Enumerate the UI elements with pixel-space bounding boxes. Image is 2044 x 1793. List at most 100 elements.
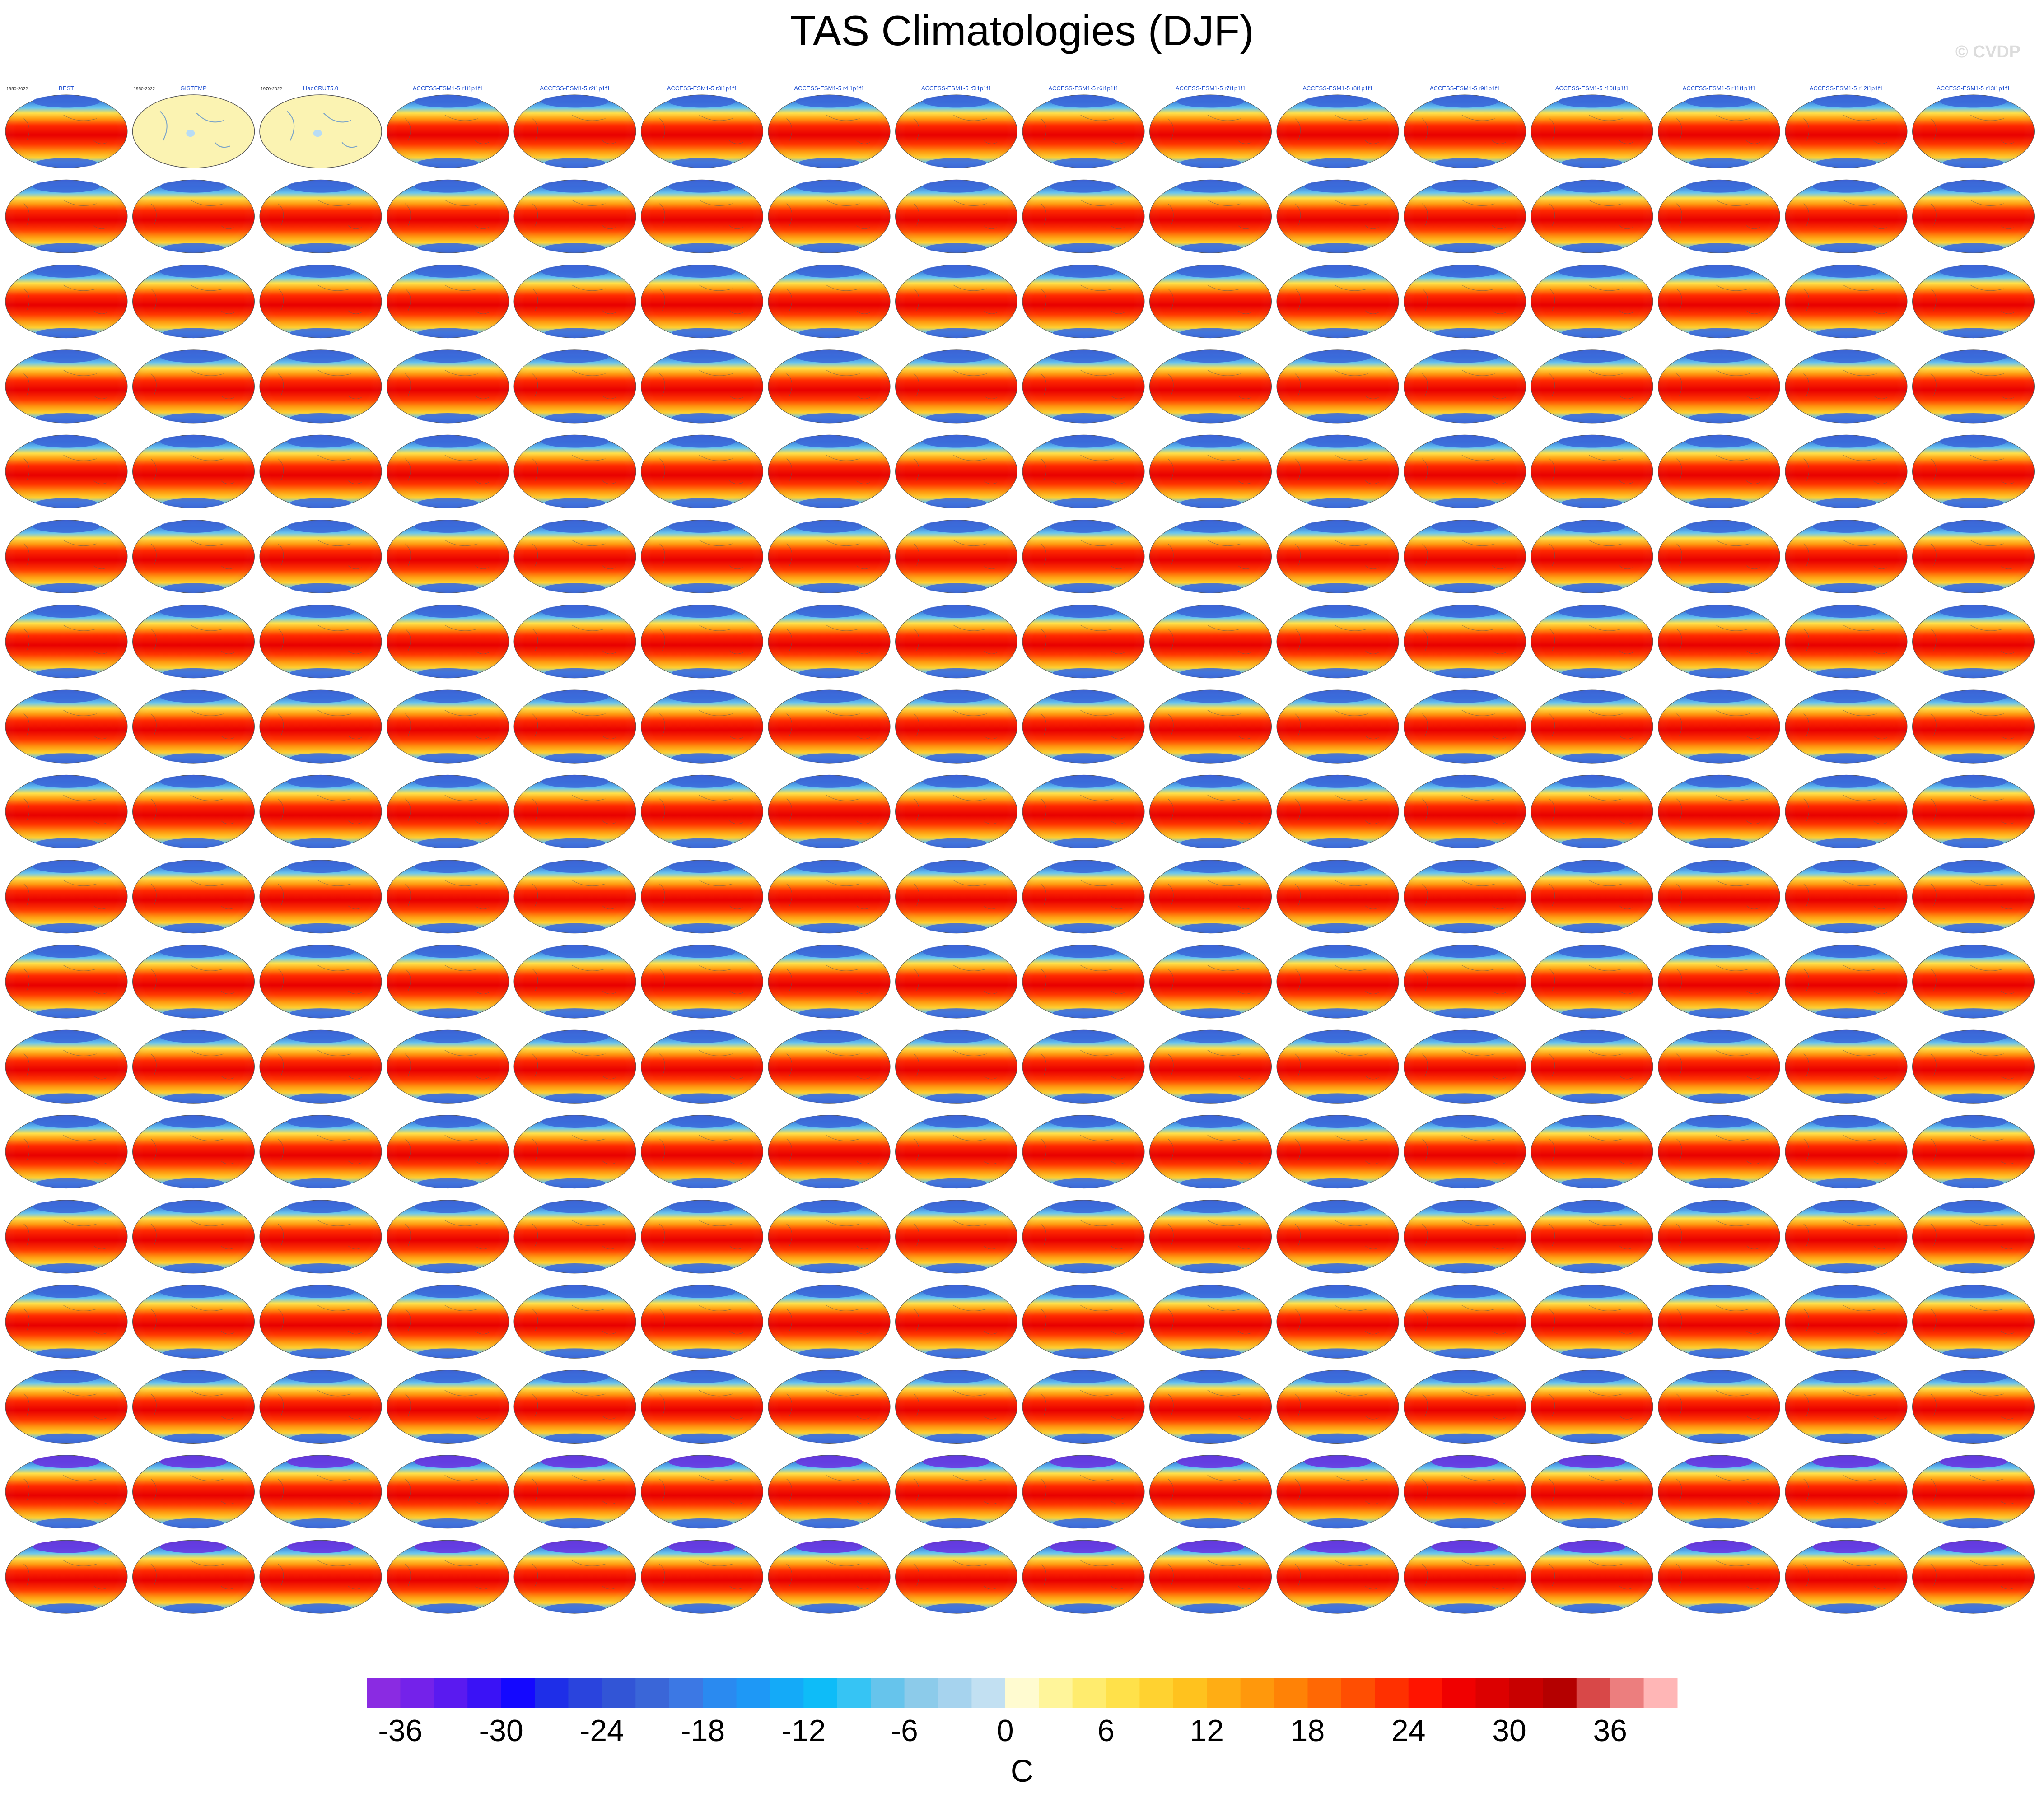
map-panel xyxy=(132,860,255,934)
map-shading xyxy=(1022,1540,1144,1614)
colorbar-tick-label: -30 xyxy=(479,1714,523,1748)
coastline xyxy=(1549,540,1633,569)
map-shading xyxy=(132,435,255,508)
map-shading xyxy=(895,180,1017,253)
coastline xyxy=(150,710,235,740)
map-panel xyxy=(1658,689,1780,764)
map-shading xyxy=(768,1370,890,1444)
coastline xyxy=(913,200,998,229)
colorbar-box xyxy=(1274,1678,1308,1708)
coastline xyxy=(659,965,743,995)
map-shading xyxy=(387,349,509,423)
map-shading xyxy=(1149,95,1272,168)
coastline xyxy=(23,1135,107,1164)
map-panel: ACCESS-ESM1-5 r7i1p1f1 xyxy=(1149,85,1272,168)
map-shading xyxy=(1149,945,1272,1018)
map-panel xyxy=(1022,1540,1145,1614)
map-shading xyxy=(514,1030,636,1104)
map-panel xyxy=(132,434,255,508)
coastline xyxy=(532,370,616,399)
coastline xyxy=(913,455,998,484)
map-panel xyxy=(1785,520,1908,593)
coastline xyxy=(1930,200,2015,229)
map-shading xyxy=(1149,860,1272,933)
colorbar-box xyxy=(1072,1678,1106,1708)
map-shading xyxy=(5,605,127,678)
map-panel xyxy=(895,520,1017,593)
map-panel xyxy=(1022,945,1145,1019)
coastline xyxy=(659,200,743,229)
map-shading xyxy=(1658,1455,1780,1528)
map-shading xyxy=(1022,605,1144,678)
map-panel xyxy=(1658,1455,1780,1529)
colorbar-box xyxy=(602,1678,636,1708)
map-panel xyxy=(5,434,128,508)
map-panel xyxy=(513,1370,636,1444)
map-shading xyxy=(1277,945,1399,1018)
coastline xyxy=(23,284,107,314)
map-shading xyxy=(768,945,890,1018)
map-shading xyxy=(768,1285,890,1359)
coastline xyxy=(1803,624,1887,654)
map-panel xyxy=(259,265,382,339)
map-panel xyxy=(1785,1200,1908,1274)
map-panel xyxy=(641,1540,763,1614)
map-shading xyxy=(387,945,509,1018)
coastline xyxy=(23,540,107,569)
map-shading xyxy=(1022,775,1144,848)
panel-title: ACCESS-ESM1-5 r13i1p1f1 xyxy=(1937,85,2010,92)
map-shading xyxy=(1022,1370,1144,1444)
coastline xyxy=(913,1305,998,1335)
colorbar-box xyxy=(904,1678,938,1708)
map-shading xyxy=(768,1200,890,1273)
coastline xyxy=(159,111,230,148)
map-shading xyxy=(5,180,127,253)
map-shading xyxy=(895,1115,1017,1188)
map-shading xyxy=(1658,180,1780,253)
map-panel xyxy=(1404,1285,1526,1359)
map-shading xyxy=(260,775,382,848)
coastline xyxy=(1549,455,1633,484)
map-shading xyxy=(1785,860,1907,933)
map-shading xyxy=(1404,1370,1526,1444)
map-panel xyxy=(387,179,509,253)
map-shading xyxy=(260,180,382,253)
map-panel xyxy=(132,179,255,253)
map-shading xyxy=(1531,265,1653,338)
coastline xyxy=(1676,1305,1760,1335)
coastline xyxy=(1422,370,1506,399)
coastline xyxy=(532,284,616,314)
map-shading xyxy=(1404,1285,1526,1359)
map-panel xyxy=(641,860,763,934)
map-panel xyxy=(1404,605,1526,679)
coastline xyxy=(23,200,107,229)
coastline xyxy=(278,965,362,995)
map-panel xyxy=(1404,265,1526,339)
map-panel xyxy=(1658,1540,1780,1614)
map-shading xyxy=(1149,265,1272,338)
map-panel xyxy=(1785,1029,1908,1104)
panel-title: ACCESS-ESM1-5 r2i1p1f1 xyxy=(540,85,610,92)
coastline xyxy=(1549,1560,1633,1590)
map-panel xyxy=(387,1370,509,1444)
map-panel xyxy=(1404,349,1526,424)
map-shading xyxy=(641,690,763,764)
map-shading xyxy=(132,1285,255,1359)
map-shading xyxy=(1658,605,1780,678)
map-panel xyxy=(641,1200,763,1274)
map-panel xyxy=(1276,349,1399,424)
map-panel xyxy=(1276,179,1399,253)
colorbar-box xyxy=(635,1678,670,1708)
map-shading xyxy=(132,1030,255,1104)
map-shading xyxy=(1404,945,1526,1018)
coastline xyxy=(1676,115,1760,144)
coastline xyxy=(278,1050,362,1080)
map-shading xyxy=(1912,1285,2035,1359)
coastline xyxy=(786,624,870,654)
map-shading xyxy=(1277,860,1399,933)
coastline xyxy=(786,1390,870,1420)
map-panel xyxy=(387,945,509,1019)
map-panel xyxy=(259,1540,382,1614)
map-panel xyxy=(387,1029,509,1104)
